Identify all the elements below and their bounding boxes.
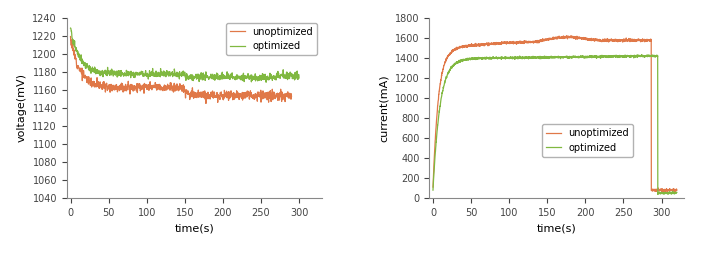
unoptimized <box>541 39 549 42</box>
unoptimized <box>66 35 74 38</box>
unoptimized <box>621 39 629 42</box>
unoptimized <box>224 91 232 94</box>
optimized <box>237 74 246 77</box>
optimized <box>66 27 74 30</box>
unoptimized <box>663 190 672 194</box>
optimized <box>665 191 674 194</box>
unoptimized <box>665 188 674 191</box>
optimized <box>260 78 269 81</box>
optimized <box>262 81 270 84</box>
unoptimized <box>673 189 681 192</box>
optimized <box>295 76 303 80</box>
unoptimized <box>287 95 296 98</box>
unoptimized <box>665 189 674 192</box>
unoptimized <box>124 85 132 88</box>
Legend: unoptimized, optimized: unoptimized, optimized <box>226 23 317 55</box>
X-axis label: time(s): time(s) <box>537 224 576 233</box>
unoptimized <box>233 95 241 98</box>
optimized <box>548 56 556 59</box>
optimized <box>665 192 674 195</box>
Line: unoptimized: unoptimized <box>433 36 677 192</box>
Legend: unoptimized, optimized: unoptimized, optimized <box>542 124 633 157</box>
Line: optimized: optimized <box>70 28 299 82</box>
unoptimized <box>161 84 169 87</box>
optimized <box>167 73 176 76</box>
optimized <box>637 53 646 56</box>
optimized <box>621 54 629 57</box>
X-axis label: time(s): time(s) <box>175 224 214 233</box>
unoptimized <box>567 34 575 37</box>
optimized <box>541 56 549 59</box>
unoptimized <box>91 83 99 86</box>
optimized <box>114 72 123 75</box>
Line: optimized: optimized <box>433 55 677 195</box>
Line: unoptimized: unoptimized <box>70 37 291 103</box>
unoptimized <box>442 60 450 63</box>
unoptimized <box>201 102 210 105</box>
Y-axis label: current(mA): current(mA) <box>379 74 390 142</box>
optimized <box>262 76 270 79</box>
optimized <box>429 189 437 192</box>
optimized <box>654 193 662 196</box>
unoptimized <box>548 37 556 40</box>
optimized <box>442 78 450 82</box>
unoptimized <box>429 186 437 189</box>
unoptimized <box>257 97 265 100</box>
optimized <box>673 191 681 194</box>
Y-axis label: voltage(mV): voltage(mV) <box>17 73 27 142</box>
optimized <box>119 72 127 75</box>
